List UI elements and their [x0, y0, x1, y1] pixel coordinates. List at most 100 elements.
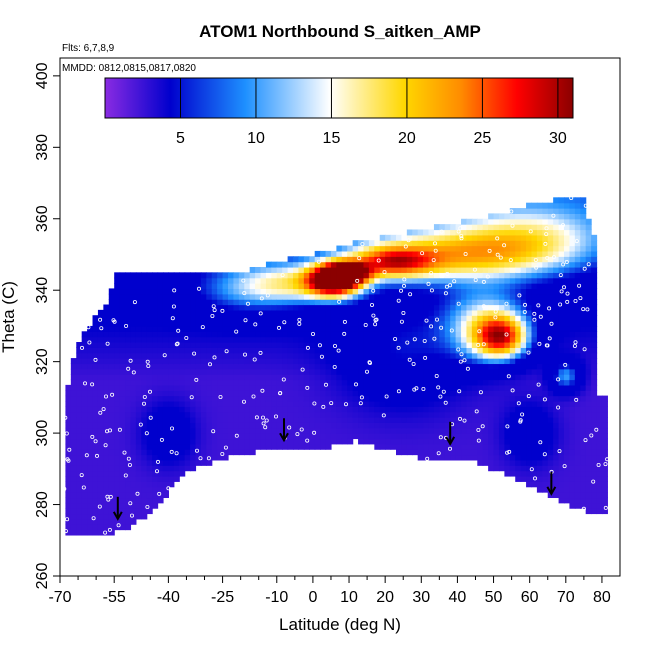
- field-cell: [195, 454, 202, 461]
- field-cell: [591, 459, 598, 466]
- field-cell: [190, 299, 197, 306]
- field-cell: [97, 358, 104, 365]
- field-cell: [276, 406, 283, 413]
- field-cell: [352, 395, 359, 402]
- field-cell: [341, 336, 348, 343]
- sample-point: [493, 309, 498, 314]
- field-cell: [601, 502, 608, 509]
- field-cell: [217, 417, 224, 423]
- sample-point: [273, 414, 278, 419]
- field-cell: [461, 336, 468, 343]
- field-cell: [141, 411, 148, 418]
- field-cell: [125, 502, 132, 509]
- field-cell: [211, 395, 218, 402]
- sample-point: [458, 359, 463, 364]
- field-cell: [184, 438, 191, 445]
- field-cell: [558, 256, 565, 263]
- field-cell: [509, 422, 516, 429]
- field-cell: [92, 475, 99, 482]
- field-cell: [195, 358, 202, 365]
- sample-point: [297, 317, 302, 322]
- field-cell: [390, 256, 397, 263]
- field-cell: [450, 261, 457, 268]
- field-cell: [390, 234, 397, 241]
- field-cell: [363, 331, 370, 338]
- field-cell: [401, 293, 408, 300]
- x-tick-label: -25: [211, 589, 234, 606]
- sample-point: [343, 402, 348, 407]
- field-cell: [65, 384, 72, 391]
- field-cell: [569, 325, 576, 332]
- field-cell: [477, 331, 484, 338]
- field-cell: [341, 417, 348, 423]
- field-cell: [368, 417, 375, 423]
- field-cell: [330, 283, 337, 290]
- field-cell: [531, 272, 538, 279]
- field-cell: [287, 315, 294, 322]
- field-cell: [190, 449, 197, 456]
- field-cell: [374, 250, 381, 257]
- field-cell: [347, 417, 354, 423]
- field-cell: [439, 449, 446, 456]
- field-cell: [601, 475, 608, 482]
- field-cell: [466, 315, 473, 322]
- field-cell: [336, 406, 343, 413]
- field-cell: [330, 427, 337, 434]
- field-cell: [390, 299, 397, 306]
- sample-point: [371, 288, 376, 293]
- field-cell: [569, 256, 576, 263]
- field-cell: [569, 320, 576, 327]
- field-cell: [374, 283, 381, 290]
- field-cell: [152, 390, 159, 397]
- field-cell: [596, 395, 603, 402]
- field-cell: [477, 245, 484, 252]
- field-cell: [162, 406, 169, 413]
- field-cell: [493, 449, 500, 456]
- sample-point: [192, 351, 197, 356]
- field-cell: [553, 363, 560, 370]
- sample-point: [131, 370, 136, 375]
- field-cell: [146, 433, 153, 440]
- field-cell: [569, 261, 576, 268]
- field-cell: [298, 417, 305, 423]
- field-cell: [303, 358, 310, 365]
- field-cell: [515, 256, 522, 263]
- field-cell: [585, 492, 592, 499]
- field-cell: [488, 283, 495, 290]
- field-cell: [585, 229, 592, 236]
- field-cell: [287, 379, 294, 386]
- sample-point: [174, 451, 179, 456]
- field-cell: [396, 443, 403, 450]
- field-cell: [385, 379, 392, 386]
- field-cell: [271, 374, 278, 381]
- field-cell: [504, 411, 511, 418]
- field-cell: [396, 250, 403, 257]
- field-cell: [65, 502, 72, 509]
- field-cell: [368, 336, 375, 343]
- field-cell: [461, 245, 468, 252]
- field-cell: [542, 256, 549, 263]
- field-cell: [179, 325, 186, 332]
- field-cell: [325, 352, 332, 359]
- field-cell: [287, 342, 294, 348]
- field-cell: [238, 309, 245, 316]
- sample-point: [401, 283, 406, 288]
- field-cell: [87, 368, 94, 375]
- field-cell: [569, 406, 576, 413]
- field-cell: [190, 288, 197, 295]
- field-cell: [130, 342, 137, 348]
- field-cell: [385, 288, 392, 295]
- sample-point: [438, 394, 443, 399]
- field-cell: [601, 417, 608, 423]
- field-cell: [135, 304, 142, 311]
- field-cell: [141, 433, 148, 440]
- field-cell: [498, 213, 505, 220]
- sample-point: [485, 274, 490, 279]
- field-cell: [260, 352, 267, 359]
- field-cell: [314, 304, 321, 311]
- field-cell: [228, 438, 235, 445]
- field-cell: [509, 390, 516, 397]
- field-cell: [265, 347, 272, 354]
- chart-title: ATOM1 Northbound S_aitken_AMP: [199, 22, 481, 41]
- field-cell: [363, 368, 370, 375]
